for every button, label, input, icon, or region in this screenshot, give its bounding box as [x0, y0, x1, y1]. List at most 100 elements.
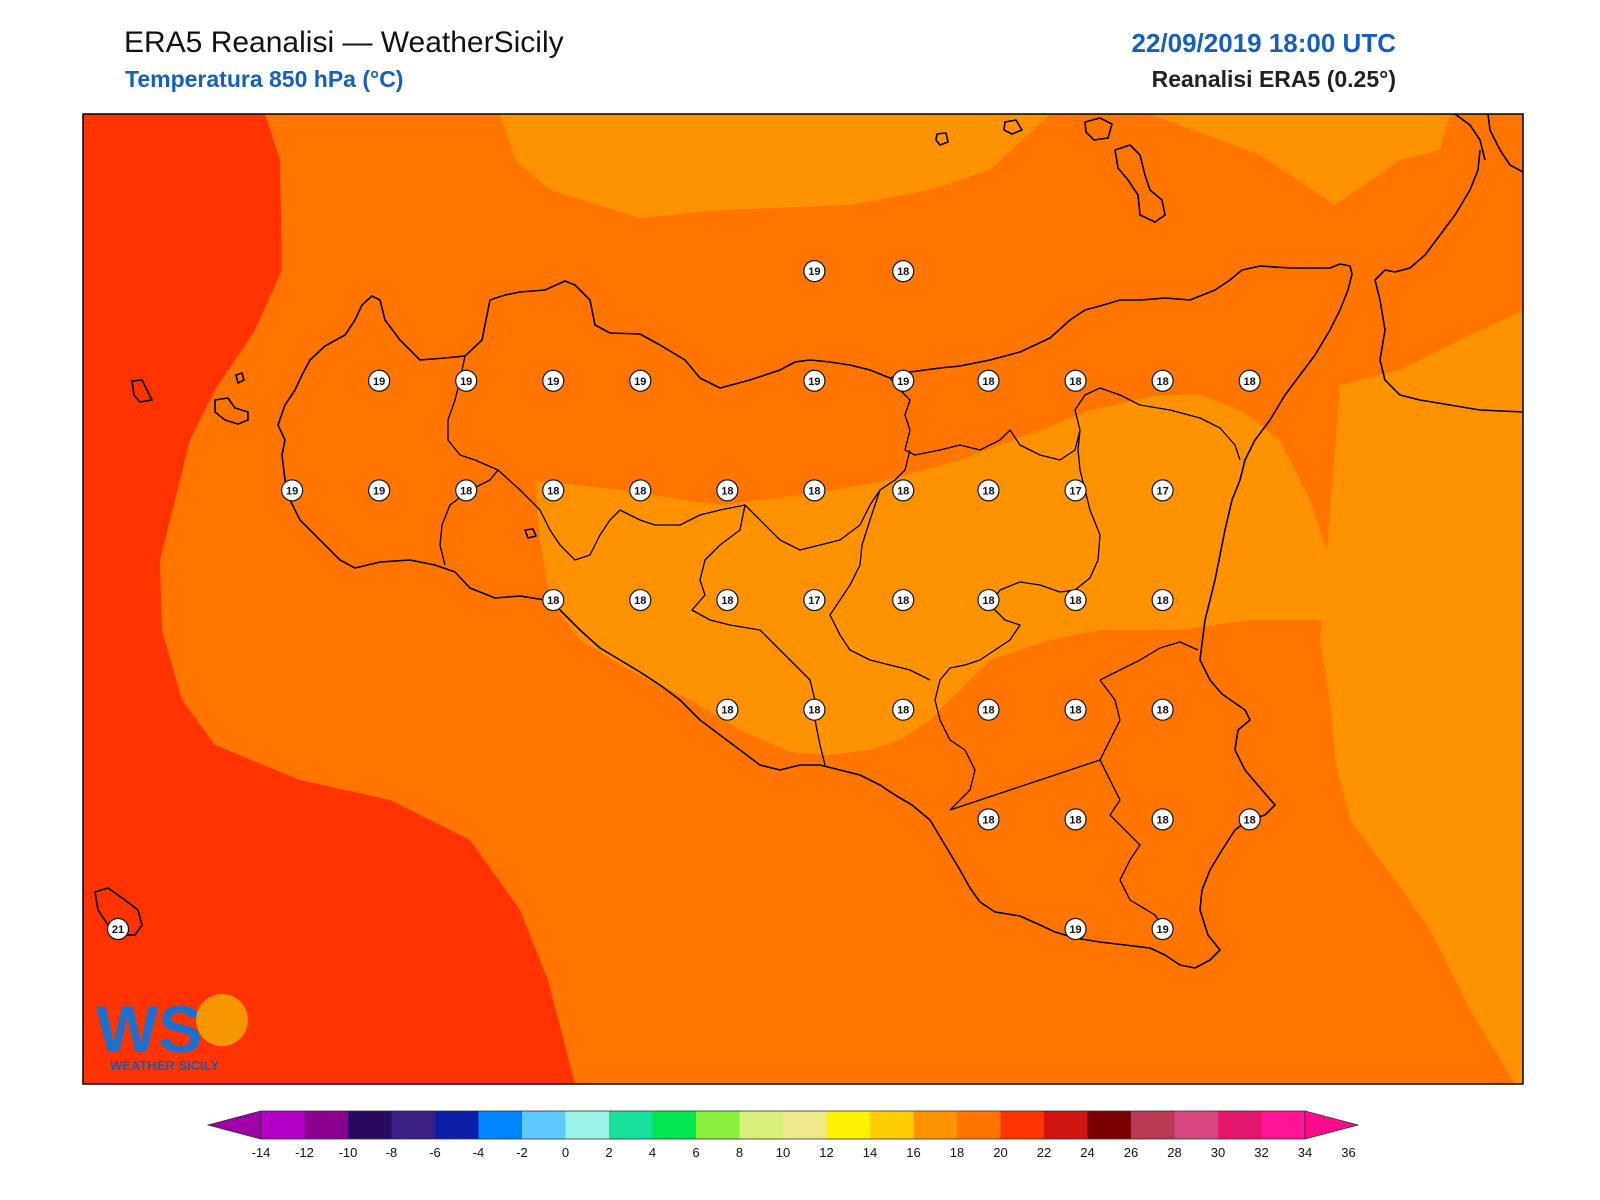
grid-point-value: 18	[1069, 705, 1081, 717]
colorbar-cell	[304, 1111, 349, 1139]
grid-point-marker: 19	[892, 369, 915, 392]
grid-point-circle	[1151, 698, 1174, 721]
grid-point-circle	[455, 369, 478, 392]
grid-point-marker: 18	[716, 698, 739, 721]
grid-point-value: 18	[460, 485, 472, 497]
grid-point-marker: 19	[368, 479, 391, 502]
colorbar-cells	[206, 1110, 1360, 1140]
grid-point-value: 18	[1156, 814, 1168, 826]
grid-point-value: 18	[1069, 595, 1081, 607]
pantelleria-island	[94, 887, 143, 936]
grid-point-circle	[629, 588, 652, 612]
colorbar-cell	[739, 1111, 784, 1139]
grid-point-value: 18	[897, 485, 909, 497]
grid-point-marker: 18	[1238, 808, 1261, 831]
boundary-caltanissetta-ragusa	[949, 759, 1101, 811]
grid-point-value: 17	[808, 595, 820, 607]
colorbar-cell	[957, 1111, 1001, 1139]
grid-point-value: 18	[808, 485, 820, 497]
colorbar-tick-label: 22	[1037, 1145, 1051, 1160]
grid-point-marker: 18	[716, 588, 739, 612]
colorbar-tick-label: 4	[649, 1145, 656, 1160]
sicily-coastline	[277, 263, 1353, 969]
grid-point-marker: 18	[629, 479, 652, 502]
colorbar-tick-label: -12	[295, 1145, 314, 1160]
grid-point-marker: 18	[803, 479, 826, 502]
grid-point-circle	[629, 369, 652, 392]
colorbar-cell	[1174, 1111, 1219, 1139]
colorbar-cell	[478, 1111, 523, 1139]
grid-point-marker: 18	[977, 369, 1000, 392]
colorbar-tick-label: 30	[1211, 1145, 1225, 1160]
grid-point-value: 19	[373, 485, 385, 497]
grid-point-circle	[542, 588, 565, 612]
grid-point-marker: 18	[892, 260, 915, 283]
grid-point-value: 18	[721, 485, 733, 497]
map-subtitle: Temperatura 850 hPa (°C)	[125, 66, 404, 92]
colorbar-tick-label: -4	[473, 1145, 485, 1160]
grid-point-value: 19	[286, 485, 298, 497]
grid-point-circle	[716, 698, 739, 721]
grid-point-marker: 19	[1064, 917, 1087, 941]
grid-point-circle	[1064, 698, 1087, 721]
boundary-catania-siracusa	[1099, 641, 1199, 681]
colorbar-tick-label: 12	[819, 1145, 833, 1160]
grid-point-value: 19	[1156, 924, 1168, 936]
grid-point-value: 18	[721, 705, 733, 717]
colorbar-cell	[1044, 1111, 1088, 1139]
band-16-18-north	[500, 114, 1050, 218]
data-source-label: Reanalisi ERA5 (0.25°)	[1151, 66, 1396, 92]
grid-point-circle	[1064, 917, 1087, 941]
colorbar-tick-label: 14	[863, 1145, 877, 1160]
grid-point-marker: 18	[892, 698, 915, 721]
colorbar-tick-label: 18	[950, 1145, 964, 1160]
grid-point-circle	[542, 479, 565, 502]
grid-point-marker: 18	[892, 588, 915, 612]
logo-sun-icon	[196, 994, 248, 1046]
grid-point-marker: 18	[1151, 369, 1174, 392]
grid-point-marker: 18	[1064, 808, 1087, 831]
grid-point-value: 18	[1156, 376, 1168, 388]
grid-point-marker: 18	[892, 479, 915, 502]
colorbar-tick-label: -10	[339, 1145, 358, 1160]
valid-datetime: 22/09/2019 18:00 UTC	[1131, 28, 1396, 58]
grid-point-marker: 19	[803, 260, 826, 283]
grid-point-value: 19	[897, 376, 909, 388]
grid-point-marker: 17	[1064, 479, 1087, 502]
grid-point-circle	[368, 479, 391, 502]
grid-point-value: 18	[1244, 814, 1256, 826]
grid-point-circle	[803, 369, 826, 392]
aeolian-island	[1084, 117, 1113, 141]
colorbar-cell	[913, 1111, 958, 1139]
grid-point-marker: 17	[1151, 479, 1174, 502]
grid-point-marker: 19	[542, 369, 565, 392]
colorbar-tick-label: 32	[1254, 1145, 1268, 1160]
grid-value-layer: 19 18 19 19 19 19 19 19 18 18 18 18 19 19 18 18 18 18 18 18…	[106, 260, 1261, 941]
aeolian-island	[1003, 119, 1023, 135]
colorbar-tick-label: 10	[776, 1145, 790, 1160]
grid-point-value: 18	[982, 485, 994, 497]
grid-point-circle	[106, 917, 130, 941]
colorbar-tick-label: 0	[562, 1145, 569, 1160]
grid-point-value: 19	[1069, 924, 1081, 936]
grid-point-circle	[977, 479, 1000, 502]
colorbar-cell	[1000, 1111, 1045, 1139]
grid-point-value: 19	[808, 266, 820, 278]
colorbar-tick-label: 16	[906, 1145, 920, 1160]
grid-point-marker: 18	[629, 588, 652, 612]
grid-point-marker: 18	[803, 698, 826, 721]
aeolian-island	[935, 132, 949, 146]
grid-point-marker: 18	[977, 698, 1000, 721]
map-frame	[82, 113, 1524, 1085]
grid-point-value: 18	[982, 595, 994, 607]
colorbar-cell	[870, 1111, 914, 1139]
boundary-ragusa-siracusa	[1099, 679, 1166, 931]
grid-point-value: 18	[897, 705, 909, 717]
grid-point-value: 19	[547, 376, 559, 388]
egadi-island	[235, 372, 245, 384]
grid-point-circle	[977, 588, 1000, 612]
grid-point-value: 18	[634, 595, 646, 607]
egadi-island	[214, 397, 249, 425]
